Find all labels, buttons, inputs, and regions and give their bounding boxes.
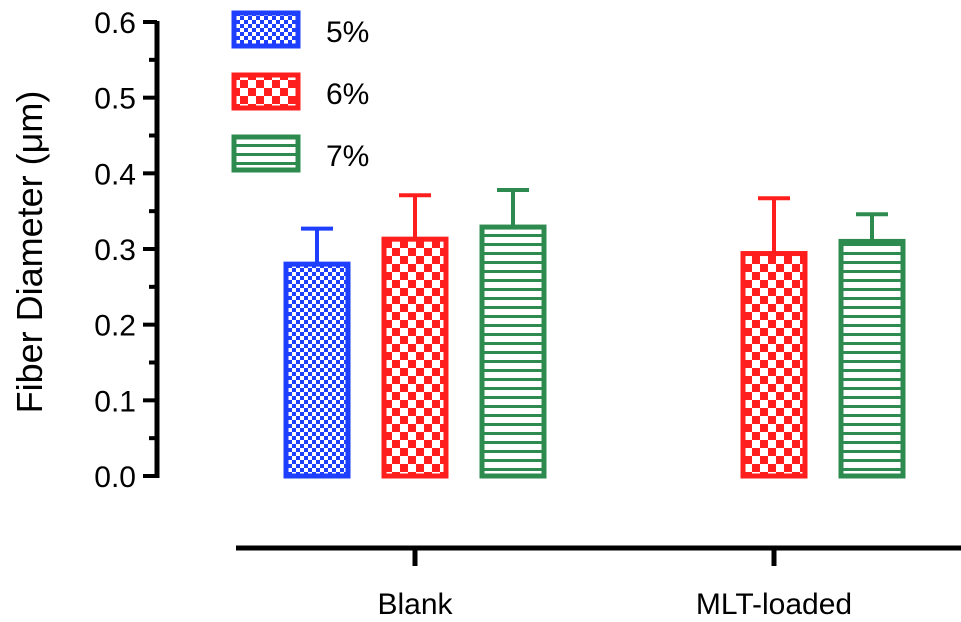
y-tick-label: 0.1: [94, 385, 136, 418]
y-tick-label: 0.6: [94, 7, 136, 40]
y-tick-label: 0.3: [94, 234, 136, 267]
legend-label: 6%: [326, 78, 369, 111]
bars: [283, 187, 906, 479]
y-axis-label: Fiber Diameter (μm): [9, 91, 50, 414]
bar: [838, 238, 906, 479]
x-axis: Blank MLT-loaded: [236, 545, 961, 621]
y-tick-label: 0.0: [94, 461, 136, 494]
bar: [283, 261, 351, 479]
y-tick-label: 0.2: [94, 310, 136, 343]
y-axis: 0.0 0.1 0.2 0.3 0.4 0.5 0.6: [94, 7, 160, 494]
legend: 5% 6% 7%: [231, 10, 369, 173]
bar: [381, 236, 449, 479]
y-tick-label: 0.5: [94, 83, 136, 116]
legend-label: 7%: [326, 140, 369, 173]
legend-swatch: [231, 72, 301, 111]
legend-label: 5%: [326, 16, 369, 49]
x-tick-label: Blank: [377, 588, 453, 621]
legend-swatch: [231, 10, 301, 49]
bar: [740, 251, 808, 479]
y-tick-label: 0.4: [94, 158, 136, 191]
bar: [479, 224, 547, 479]
x-tick-label: MLT-loaded: [696, 588, 852, 621]
legend-swatch: [231, 134, 301, 173]
